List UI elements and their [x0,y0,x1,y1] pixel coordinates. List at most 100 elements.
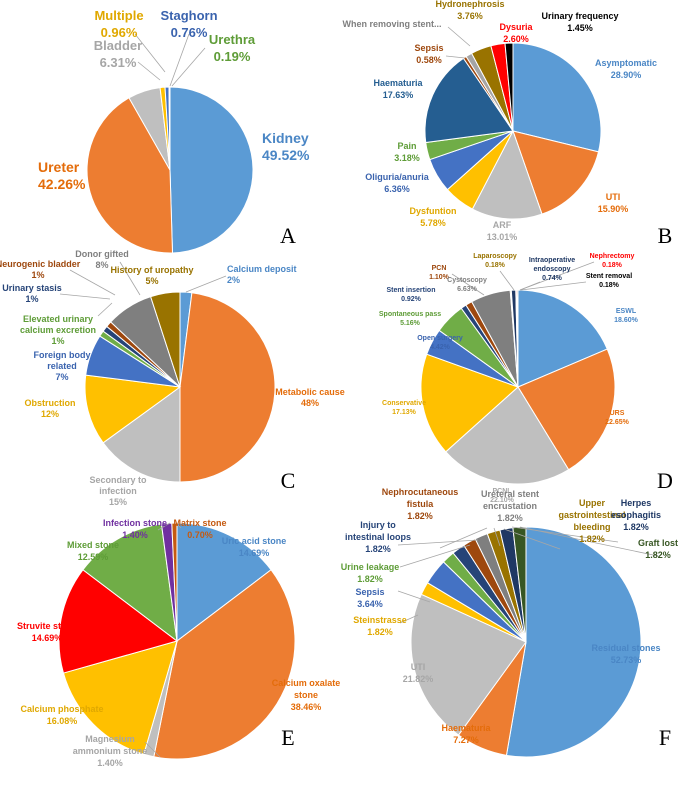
data-label-c-urinary-stasis: Urinary stasis 1% [2,283,62,304]
data-label-f-herpes-esophagitis: Herpes esophagitis 1.82% [611,498,661,532]
pie-slice-a-kidney [169,86,254,254]
pie-panel-b: Asymptomatic 28.90% UTI 15.90% ARF 13.01% Dysf… [342,0,672,248]
data-label-b-sepsis: Sepsis 0.58% [414,43,443,65]
data-label-a-urethra: Urethra 0.19% [209,32,256,64]
pie-slice-d-stent-removal [516,289,519,388]
data-label-e-calcium-phosphate: Calcium phosphate 16.08% [20,704,103,726]
data-label-b-urinary-frequency: Urinary frequency 1.45% [541,11,618,33]
pie-slice-b-haematuria [424,57,514,144]
leader-line-a-staghorn [169,33,190,87]
data-label-d-laparoscopy: Laparoscopy 0.18% [473,253,517,269]
leader-line-f-sepsis [397,590,431,603]
pie-slice-d-urs [517,348,616,471]
data-label-a-ureter: Ureter 42.26% [38,159,86,192]
pie-slice-e-uric-acid-stone [176,522,272,643]
data-label-b-haematuria: Haematuria 17.63% [373,78,423,100]
data-label-c-neurogenic-bladder: Neurogenic bladder 1% [0,259,81,280]
data-label-f-residual-stones: Residual stones 52.73% [591,643,660,665]
data-label-f-nephrocutaneous-fistula: Nephrocutaneous fistula 1.82% [382,487,459,521]
data-label-e-matrix-stone: Matrix stone 0.70% [173,518,226,540]
pie-slice-d-eswl [517,289,608,388]
data-label-e-mixed-stone: Mixed stone 12.59% [67,540,119,562]
pie-slice-f-graft-lost [512,526,527,643]
data-label-d-open-surgery: Open surgery 4.42% [417,335,463,351]
data-label-f-steinstrasse: Steinstrasse 1.82% [353,615,407,637]
data-label-f-haematuria: Haematuria 7.27% [441,723,491,745]
pie-slice-a-ureter [86,97,174,254]
data-label-d-pcnl: PCNL 22.10% [490,488,515,504]
data-label-c-foreign-body-related: Foreign body related 7% [34,350,91,382]
leader-line-d-pcn [451,273,485,296]
pie-slice-b-urinary-frequency [504,42,514,132]
pie-slice-e-struvite-stone [58,569,179,674]
leader-line-c-neurogenic-bladder [69,269,116,296]
data-label-d-conservative: Conservative 17.13% [382,400,426,416]
pie-slice-b-arf [471,129,543,220]
pie-slice-e-mixed-stone [82,523,178,643]
data-label-d-urs: URS 22.65% [605,410,630,426]
leader-line-f-steinstrasse [399,614,419,624]
data-label-d-eswl: ESWL 18.60% [614,308,639,324]
panel-letter-d: D [657,468,673,493]
panel-letter-c: C [281,468,296,493]
leader-line-c-donor-gifted [119,261,141,296]
data-label-b-oliguria-anuria: Oliguria/anuria 6.36% [365,172,430,194]
data-label-b-when-removing-stent: When removing stent... [342,19,441,29]
pie-panel-a: Kidney 49.52% Ureter 42.26% Bladder 6.31%Mult… [38,8,310,254]
pie-slice-c-history-of-uropathy [150,291,181,388]
data-label-d-spontaneous-pass: Spontaneous pass 5.16% [379,311,441,327]
data-label-c-history-of-uropathy: History of uropathy 5% [110,265,193,286]
data-label-a-staghorn: Staghorn 0.76% [160,8,217,40]
data-label-b-hydronephrosis: Hydronephrosis 3.76% [435,0,504,21]
data-label-d-cystoscopy: Cystoscopy 6.63% [447,277,487,293]
leader-line-a-urethra [171,47,206,87]
leader-line-c-elevated-urinary-calcium-excretion [97,302,113,317]
leader-line-f-upper-gastrointestinal-bleeding [503,528,561,550]
leader-line-b-when-removing-stent [447,26,471,47]
data-label-e-struvite-stone: Struvite stone 14.69% [17,621,77,643]
leader-line-f-urine-leakage [399,544,471,568]
pie-panel-d: ESWL 18.60% URS 22.65% PCNL 22.10% Conservativ… [379,253,673,504]
data-label-b-arf: ARF 13.01% [487,220,518,242]
leader-line-a-bladder [137,61,161,81]
data-label-c-elevated-urinary-calcium-excretion: Elevated urinary calcium excretion 1% [20,314,96,346]
leader-line-b-sepsis [445,55,466,59]
data-label-b-pain: Pain 3.18% [394,141,420,163]
leader-line-f-ureteral-stent-encrustation [493,527,501,547]
data-label-f-upper-gastrointestinal-bleeding: Upper gastrointestinal bleeding 1.82% [558,498,625,544]
panel-letter-b: B [658,223,673,248]
leader-line-e-magnesium-ammonium-stone [144,741,161,758]
pie-panel-c: Calcium deposit 2% Metabolic cause 48% Secon… [0,249,345,507]
data-label-c-obstruction: Obstruction 12% [25,398,76,419]
leader-line-c-urinary-stasis [59,293,111,300]
pie-panel-e: Uric acid stone 14.69% Calcium oxalate ston… [17,518,340,768]
leader-line-f-herpes-esophagitis [511,526,619,543]
leader-line-a-multiple [134,33,166,73]
data-label-f-urine-leakage: Urine leakage 1.82% [341,562,400,584]
pie-slice-c-metabolic-cause [179,292,276,483]
data-label-f-ureteral-stent-encrustation: Ureteral stent encrustation 1.82% [481,489,539,523]
pie-slice-c-secondary-to-infection [102,386,181,483]
data-label-f-graft-lost: Graft lost 1.82% [638,538,678,560]
pie-slice-f-residual-stones [505,526,642,758]
data-label-e-infection-stone: Infection stone 1.40% [103,518,167,540]
leader-line-d-stent-removal [520,281,587,291]
data-label-e-uric-acid-stone: Uric acid stone 14.69% [222,536,287,558]
pie-slice-b-uti [512,130,600,215]
data-label-d-intraoperative-endoscopy: Intraoperative endoscopy 0.74% [529,257,575,282]
panel-letter-f: F [659,725,671,750]
pie-slice-c-obstruction [84,374,182,444]
data-label-d-stent-removal: Stent removal 0.18% [586,273,632,289]
data-label-a-bladder: Bladder 6.31% [94,38,142,70]
data-label-c-secondary-to-infection: Secondary to infection 15% [89,475,147,507]
pie-panel-f: Residual stones 52.73% Haematuria 7.27% UTI 2… [341,487,678,758]
leader-line-f-injury-to-intestinal-loops [397,539,479,546]
pie-slice-e-calcium-phosphate [62,640,178,755]
pie-slice-a-urethra [168,86,171,171]
data-label-d-stent-insertion: Stent insertion 0.92% [386,287,435,303]
data-label-b-dysuria: Dysuria 2.60% [499,22,533,44]
data-label-c-calcium-deposit: Calcium deposit 2% [227,264,297,285]
data-label-b-dysfuntion: Dysfuntion 5.78% [410,206,457,228]
leader-line-d-nephrectomy [519,261,595,291]
